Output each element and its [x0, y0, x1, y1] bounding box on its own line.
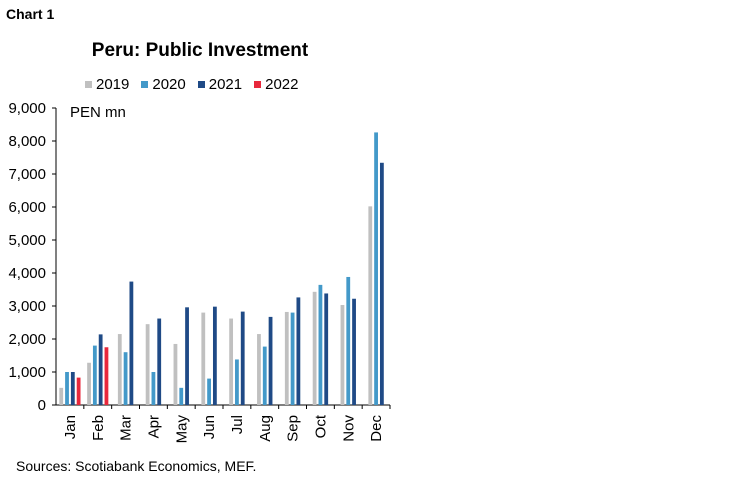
chart-title: Peru: Public Investment [91, 40, 309, 61]
bar-2019-mar [117, 334, 122, 405]
bar-2019-jul [229, 318, 234, 405]
bar-2021-jan [70, 372, 75, 405]
legend-label-2022: 2022 [265, 76, 299, 93]
bar-2020-jan [65, 372, 69, 405]
bar-2019-jan [59, 387, 64, 405]
x-tick-label-apr: Apr [145, 415, 162, 438]
y-tick-label: 1,000 [8, 364, 46, 381]
bar-2022-feb [104, 347, 109, 405]
bar-2019-apr [145, 324, 150, 405]
bar-2020-sep [290, 312, 295, 405]
bar-2021-dec [379, 162, 384, 405]
legend-swatch-2021 [197, 81, 205, 88]
bar-2019-aug [257, 334, 261, 405]
bar-2019-nov [340, 305, 345, 405]
bar-2019-feb [87, 362, 91, 405]
chart-label: Chart 1 [6, 6, 55, 22]
legend-label-2021: 2021 [208, 76, 243, 93]
bar-2020-nov [346, 276, 351, 405]
legend-item-2020: 2020 [141, 76, 186, 93]
legend-label-2020: 2020 [152, 76, 186, 93]
bar-2019-dec [368, 206, 373, 405]
y-tick-label: 4,000 [8, 265, 46, 282]
bar-2020-jul [235, 359, 239, 405]
y-tick-label: 2,000 [8, 331, 46, 348]
bar-2021-aug [268, 316, 273, 405]
y-tick-label: 8,000 [8, 133, 46, 150]
bar-2020-oct [318, 284, 323, 405]
x-tick-label-oct: Oct [312, 414, 329, 438]
legend: 2019 2020 2021 2022 [85, 76, 299, 93]
bar-2021-mar [129, 281, 134, 405]
legend-swatch-2022 [254, 81, 262, 88]
x-tick-label-dec: Dec [368, 415, 385, 442]
x-tick-label-jan: Jan [62, 415, 79, 439]
bar-2022-jan [76, 377, 81, 405]
bar-2021-jul [240, 311, 245, 405]
bar-2021-feb [98, 334, 103, 405]
legend-item-2021: 2021 [197, 76, 243, 93]
legend-swatch-2020 [141, 81, 149, 88]
x-tick-label-aug: Aug [257, 415, 274, 442]
sources-note: Sources: Scotiabank Economics, MEF. [16, 458, 257, 474]
x-tick-label-mar: Mar [118, 415, 135, 441]
x-tick-label-jun: Jun [201, 415, 218, 439]
x-tick-label-feb: Feb [90, 415, 107, 441]
y-tick-label: 6,000 [8, 199, 46, 216]
bar-2020-aug [262, 346, 267, 405]
bar-2021-oct [324, 293, 329, 405]
legend-label-2019: 2019 [96, 76, 130, 93]
y-tick-label: 3,000 [8, 298, 46, 315]
bar-2020-feb [92, 345, 97, 405]
bar-2019-jun [201, 312, 206, 405]
x-tick-label-may: May [173, 415, 190, 444]
legend-swatch-2019 [85, 81, 92, 88]
bar-2020-may [179, 387, 184, 405]
x-tick-label-nov: Nov [340, 415, 357, 442]
y-tick-label: 7,000 [8, 166, 46, 183]
bar-2020-dec [374, 132, 378, 406]
bar-2020-mar [123, 352, 128, 405]
bar-2021-jun [212, 306, 217, 405]
x-tick-label-jul: Jul [229, 415, 246, 434]
y-tick-label: 5,000 [8, 232, 46, 249]
bar-2020-jun [207, 378, 211, 405]
y-tick-label: 0 [38, 397, 46, 414]
bar-2021-sep [296, 297, 301, 405]
bar-2019-oct [312, 291, 317, 405]
bar-2021-nov [352, 298, 356, 405]
bar-2020-apr [151, 372, 156, 405]
legend-item-2022: 2022 [254, 76, 299, 93]
bar-2019-may [173, 343, 178, 405]
bar-2021-apr [157, 318, 162, 405]
x-tick-label-sep: Sep [285, 415, 302, 442]
y-tick-label: 9,000 [8, 100, 46, 117]
y-axis-unit-label: PEN mn [70, 104, 126, 121]
legend-item-2019: 2019 [85, 76, 129, 93]
bar-2019-sep [284, 311, 289, 405]
bar-2021-may [185, 307, 189, 405]
